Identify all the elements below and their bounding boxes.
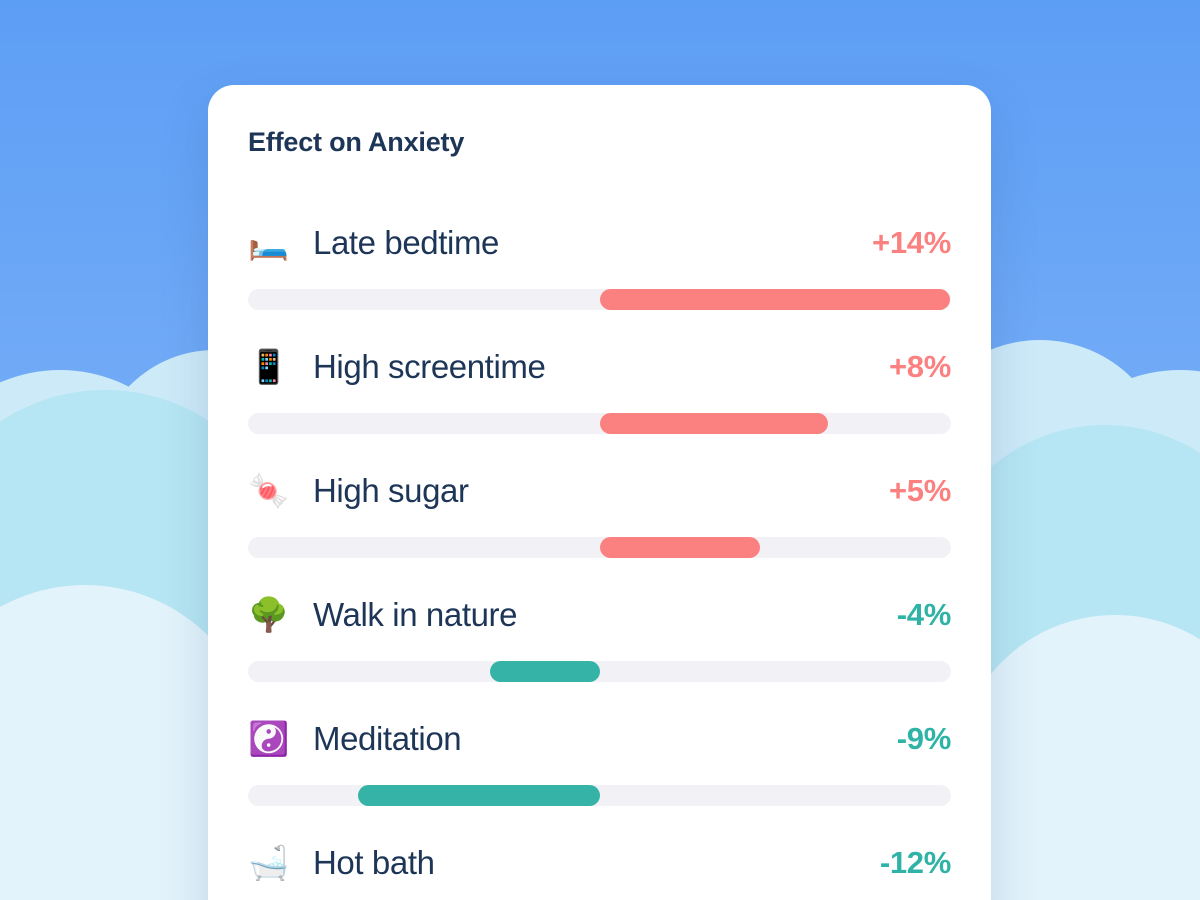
- list-item-label: High sugar: [313, 472, 469, 509]
- status-badge: -12%: [879, 845, 951, 880]
- list-item[interactable]: ☯️ Meditation -9%: [208, 713, 991, 837]
- mobile-phone-icon: 📱: [248, 347, 290, 386]
- bathtub-icon: 🛁: [248, 843, 290, 882]
- bar-fill: [600, 537, 760, 558]
- list-item-label: Meditation: [313, 720, 462, 757]
- effect-on-anxiety-card: Effect on Anxiety 🛏️ Late bedtime +14% 📱…: [208, 85, 991, 900]
- bar-fill: [358, 785, 600, 806]
- bar-track: [248, 661, 951, 682]
- list-item[interactable]: 🛁 Hot bath -12%: [208, 837, 991, 900]
- list-item-header: 🍬 High sugar +5%: [208, 465, 991, 527]
- bar-fill: [600, 413, 828, 434]
- bar-track: [248, 537, 951, 558]
- list-item-header: ☯️ Meditation -9%: [208, 713, 991, 775]
- yin-yang-icon: ☯️: [248, 719, 290, 758]
- status-badge: +5%: [888, 473, 951, 508]
- list-item-header: 📱 High screentime +8%: [208, 341, 991, 403]
- list-item[interactable]: 🍬 High sugar +5%: [208, 465, 991, 589]
- candy-icon: 🍬: [248, 471, 290, 510]
- list-item[interactable]: 📱 High screentime +8%: [208, 341, 991, 465]
- status-badge: -4%: [896, 597, 952, 632]
- list-item-label: Hot bath: [313, 844, 435, 881]
- bar-fill: [600, 289, 950, 310]
- status-badge: +8%: [888, 349, 951, 384]
- status-badge: -9%: [896, 721, 952, 756]
- list-item[interactable]: 🛏️ Late bedtime +14%: [208, 217, 991, 341]
- bar-fill: [490, 661, 600, 682]
- list-item-header: 🌳 Walk in nature -4%: [208, 589, 991, 651]
- list-item-label: High screentime: [313, 348, 546, 385]
- list-item-header: 🛁 Hot bath -12%: [208, 837, 991, 899]
- tree-icon: 🌳: [248, 595, 290, 634]
- list-item-header: 🛏️ Late bedtime +14%: [208, 217, 991, 279]
- bed-icon: 🛏️: [248, 223, 290, 262]
- page-title: Effect on Anxiety: [248, 127, 465, 157]
- list-item-label: Late bedtime: [313, 224, 499, 261]
- list-item-label: Walk in nature: [313, 596, 518, 633]
- factor-list: 🛏️ Late bedtime +14% 📱 High screentime +…: [208, 217, 991, 900]
- bar-track: [248, 289, 951, 310]
- bar-track: [248, 785, 951, 806]
- status-badge: +14%: [872, 225, 951, 260]
- list-item[interactable]: 🌳 Walk in nature -4%: [208, 589, 991, 713]
- bar-track: [248, 413, 951, 434]
